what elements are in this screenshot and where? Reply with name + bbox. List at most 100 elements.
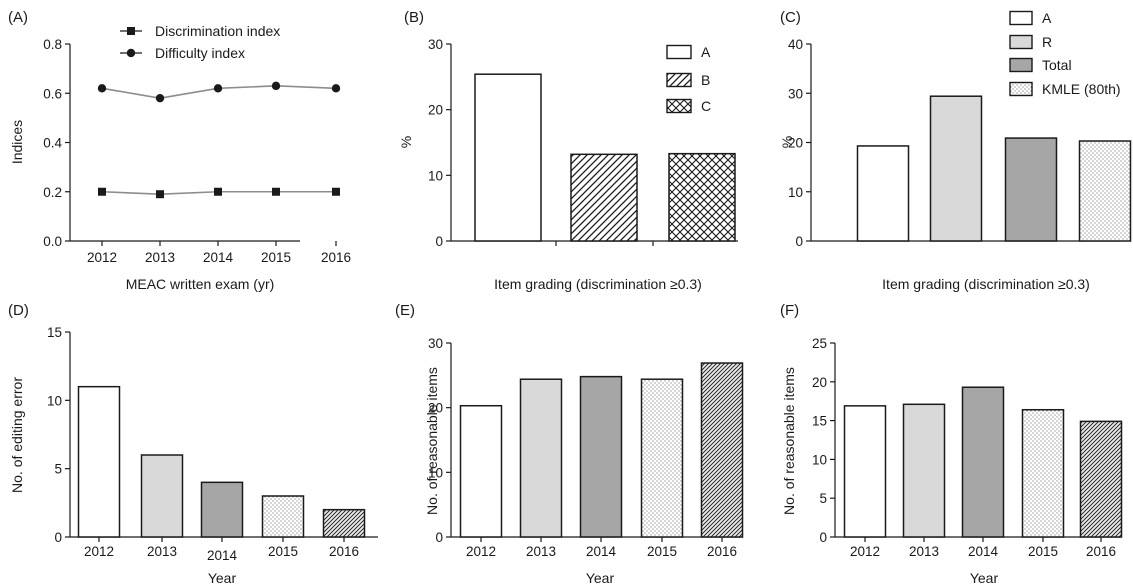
bar: [668, 152, 736, 242]
panel-label: (F): [780, 302, 799, 319]
data-point-square: [272, 187, 280, 196]
y-tick-label: 10: [788, 185, 803, 200]
x-tick-label: 2012: [84, 544, 114, 559]
y-tick-label: 0.6: [43, 86, 62, 101]
bar: [1079, 420, 1123, 538]
x-tick-label: 2015: [1028, 544, 1058, 559]
y-tick-label: 0: [435, 530, 443, 545]
y-tick-label: 15: [812, 414, 827, 429]
x-tick-label: 2014: [207, 548, 238, 563]
y-tick-label: 30: [428, 336, 443, 351]
bar: [929, 95, 983, 242]
x-axis-title: Year: [208, 570, 237, 586]
x-axis-title: Year: [970, 570, 999, 586]
bar: [579, 375, 623, 538]
y-tick-label: 25: [812, 336, 827, 351]
y-tick-label: 5: [54, 462, 62, 477]
data-point-square: [98, 187, 106, 196]
legend-label: R: [1042, 34, 1052, 50]
data-point-circle: [331, 84, 341, 93]
y-tick-label: 20: [788, 136, 803, 151]
legend-swatch: [666, 44, 692, 60]
data-point-square: [332, 187, 340, 196]
panel-1: (A) 0.0 0.2 0.4 0.6 0.8 MEAC written exam (yr)…: [8, 9, 351, 292]
legend-label: Total: [1042, 57, 1072, 73]
y-tick-label: 0.2: [43, 185, 62, 200]
bar: [474, 73, 542, 242]
panel-3: (C) 0 10 20 30 40 Item grading (discrimination…: [779, 9, 1132, 292]
legend-swatch: [666, 98, 692, 114]
y-axis-title: No. of editing error: [9, 377, 25, 493]
bar: [459, 404, 503, 538]
x-tick-label: 2012: [87, 250, 117, 265]
x-tick-label: 2016: [707, 544, 737, 559]
y-tick-label: 10: [47, 393, 62, 408]
x-tick-label: 2015: [268, 544, 298, 559]
x-tick-label: 2013: [147, 544, 177, 559]
legend-label: C: [701, 98, 711, 114]
x-tick-label: 2013: [145, 250, 175, 265]
y-tick-label: 0.4: [43, 136, 62, 151]
x-tick-label: 2012: [850, 544, 880, 559]
legend-marker-square: [127, 27, 135, 35]
legend-marker-circle: [126, 48, 136, 58]
data-point-square: [214, 187, 222, 196]
bar: [140, 454, 184, 538]
bar: [1021, 408, 1065, 538]
x-tick-label: 2016: [329, 544, 359, 559]
data-point-circle: [97, 84, 107, 93]
legend-swatch: [666, 72, 692, 88]
legend-label: KMLE (80th): [1042, 81, 1121, 97]
bar: [961, 386, 1005, 538]
legend-label: A: [1042, 10, 1052, 26]
y-tick-label: 10: [428, 168, 443, 183]
y-tick-label: 5: [819, 491, 827, 506]
x-tick-label: 2012: [466, 544, 496, 559]
legend-swatch: [1009, 34, 1033, 50]
legend-label: A: [701, 44, 711, 60]
panel-4: (D) 0 5 10 15 Year No. of editing error 2012 201…: [8, 302, 378, 586]
x-tick-label: 2014: [586, 544, 617, 559]
bar: [1004, 137, 1058, 242]
bar: [902, 403, 946, 538]
y-axis-title: %: [398, 136, 414, 148]
x-tick-label: 2015: [261, 250, 291, 265]
legend-swatch: [1009, 10, 1033, 26]
legend-swatch: [1009, 81, 1033, 97]
panel-label: (B): [404, 9, 424, 26]
bar: [856, 145, 910, 242]
y-tick-label: 0: [819, 530, 827, 545]
x-tick-label: 2013: [526, 544, 556, 559]
y-tick-label: 15: [47, 325, 62, 340]
y-axis-title: Indices: [9, 120, 25, 164]
y-axis-title: No. of reasonable items: [424, 367, 440, 515]
panel-label: (A): [8, 9, 28, 26]
panel-2: (B) 0 10 20 30 Item grading (discrimination ≥…: [398, 9, 738, 292]
x-tick-label: 2016: [321, 250, 351, 265]
x-axis-title: Item grading (discrimination ≥0.3): [882, 276, 1090, 292]
bar: [843, 405, 887, 538]
data-point-circle: [213, 84, 223, 93]
panel-label: (E): [395, 302, 415, 319]
bar: [519, 378, 563, 538]
legend-label: B: [701, 72, 710, 88]
y-tick-label: 0: [795, 234, 803, 249]
y-tick-label: 20: [812, 375, 827, 390]
panel-label: (C): [780, 9, 801, 26]
x-tick-label: 2015: [647, 544, 677, 559]
y-axis-title: %: [779, 136, 795, 148]
x-tick-label: 2016: [1086, 544, 1116, 559]
y-tick-label: 10: [428, 465, 443, 480]
bar: [200, 481, 244, 538]
bar: [640, 378, 684, 538]
y-tick-label: 0.8: [43, 37, 62, 52]
x-axis-title: MEAC written exam (yr): [126, 276, 275, 292]
x-axis-title: Item grading (discrimination ≥0.3): [494, 276, 702, 292]
bar: [322, 508, 366, 538]
bar: [1078, 140, 1132, 242]
data-point-circle: [155, 93, 165, 103]
legend-label: Difficulty index: [155, 45, 245, 61]
y-tick-label: 0: [435, 234, 443, 249]
bar: [570, 153, 638, 242]
